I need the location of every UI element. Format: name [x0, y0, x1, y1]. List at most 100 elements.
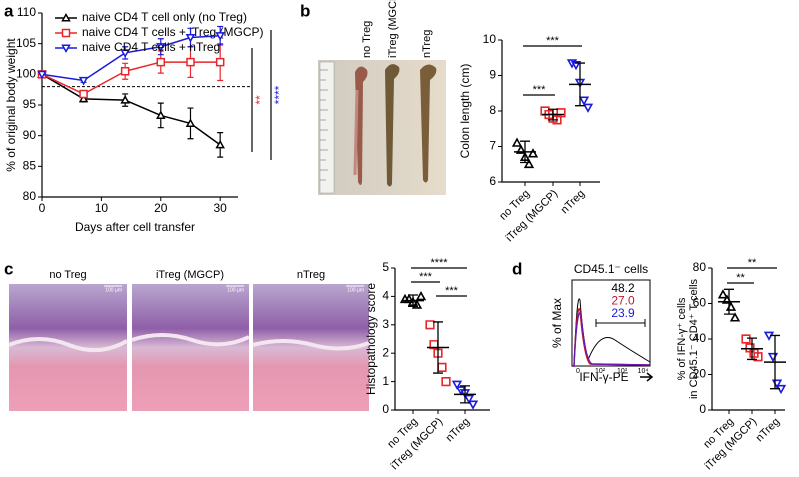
marker: [185, 33, 196, 43]
data-point: [415, 290, 427, 301]
x-tick-label: 10: [95, 201, 109, 215]
significance-label: **: [748, 257, 757, 269]
y-tick-label: 9: [489, 68, 496, 82]
marker: [156, 110, 166, 119]
significance-label: ****: [430, 257, 448, 269]
y-tick-label: 1: [382, 374, 389, 388]
data-point: [463, 394, 475, 405]
legend-marker: [61, 12, 71, 22]
marker: [156, 43, 166, 52]
flow-histogram: [571, 279, 654, 382]
series-line: [41, 61, 221, 95]
x-tick-label: 0: [39, 201, 46, 215]
y-tick-label: 80: [693, 260, 707, 274]
significance-label: ****: [272, 85, 286, 104]
marker: [186, 57, 195, 67]
x-tick-label: nTreg: [754, 416, 783, 445]
data-point: [515, 144, 527, 154]
y-tick-label: 20: [693, 367, 707, 381]
x-tick-label: nTreg: [444, 416, 473, 445]
y-tick-label: 40: [693, 331, 707, 345]
y-tick-label: 60: [693, 296, 707, 310]
panel-label: b: [300, 1, 310, 20]
marker: [215, 32, 225, 41]
x-tick-label: 20: [154, 201, 168, 215]
photo-label: nTreg: [421, 30, 433, 58]
significance-label: ***: [533, 84, 547, 96]
marker: [120, 95, 130, 104]
data-point: [433, 348, 443, 358]
marker: [37, 70, 47, 80]
histology-label: no Treg: [49, 269, 86, 281]
marker: [215, 57, 225, 67]
panel-label: a: [4, 1, 14, 20]
y-tick-label: 110: [17, 5, 36, 19]
sd-bar: [408, 294, 418, 307]
data-point: [523, 158, 535, 169]
data-point: [425, 320, 435, 330]
data-point: [437, 362, 447, 372]
panel-label: d: [512, 259, 522, 278]
histology-label: nTreg: [297, 269, 325, 281]
data-point: [767, 352, 779, 363]
gate-value: 27.0: [611, 294, 635, 308]
flow-tick-label: 10³: [617, 368, 628, 375]
y-tick-label: 8: [489, 103, 496, 117]
scale-bar-label: 100 µm: [347, 287, 364, 293]
flow-tick-label: 0: [576, 368, 580, 375]
legend-label: naive CD4 T cells + nTreg: [82, 40, 220, 54]
y-tick-label: 0: [382, 402, 389, 416]
sd-bar: [575, 62, 585, 107]
sd-bar: [548, 108, 558, 121]
y-tick-label: 4: [382, 289, 389, 303]
x-tick-label: nTreg: [559, 188, 588, 217]
data-point: [741, 334, 751, 344]
histology-label: iTreg (MGCP): [156, 269, 224, 281]
y-axis-label: Histopathology score: [364, 283, 378, 395]
significance-label: ***: [546, 35, 560, 47]
legend-label: naive CD4 T cells + iTreg (MGCP): [82, 25, 264, 39]
flow-tick-label: 10⁴: [638, 368, 649, 375]
sd-bar: [747, 337, 757, 361]
flow-tick-label: 10²: [595, 368, 606, 375]
data-point: [411, 299, 423, 309]
y-axis-label: in CD45.1⁻ CD4⁺ T cells: [688, 278, 700, 399]
data-point: [441, 377, 451, 387]
colon-photo: [318, 60, 446, 195]
legend-label: naive CD4 T cell only (no Treg): [82, 10, 247, 24]
y-tick-label: 95: [23, 97, 37, 111]
marker: [78, 76, 89, 86]
y-tick-label: 10: [483, 32, 497, 46]
marker: [185, 118, 196, 127]
series-line: [41, 73, 221, 146]
y-tick-label: 7: [489, 139, 496, 153]
histology-images: [8, 284, 370, 411]
significance-label: ***: [445, 285, 459, 297]
y-tick-label: 85: [23, 159, 37, 173]
data-point: [725, 301, 737, 311]
y-axis-label: Colon length (cm): [458, 64, 472, 159]
legend-marker: [61, 28, 71, 38]
marker: [156, 57, 166, 67]
sd-bar: [724, 288, 734, 315]
y-tick-label: 100: [16, 67, 36, 81]
photo-label: iTreg (MGCP): [387, 0, 399, 58]
sd-bar: [433, 321, 443, 374]
axis: [394, 268, 490, 411]
x-axis-label: Days after cell transfer: [75, 220, 195, 234]
significance-label: **: [736, 272, 745, 284]
data-point: [527, 148, 539, 158]
sd-bar: [770, 334, 780, 390]
data-point: [582, 103, 594, 113]
data-point: [511, 137, 523, 147]
flow-y-label: % of Max: [550, 298, 564, 348]
marker: [120, 67, 130, 76]
data-point: [403, 293, 415, 304]
data-point: [717, 289, 729, 299]
y-tick-label: 90: [23, 128, 37, 142]
marker: [215, 139, 225, 149]
y-tick-label: 105: [16, 36, 36, 50]
legend-marker: [61, 44, 71, 54]
